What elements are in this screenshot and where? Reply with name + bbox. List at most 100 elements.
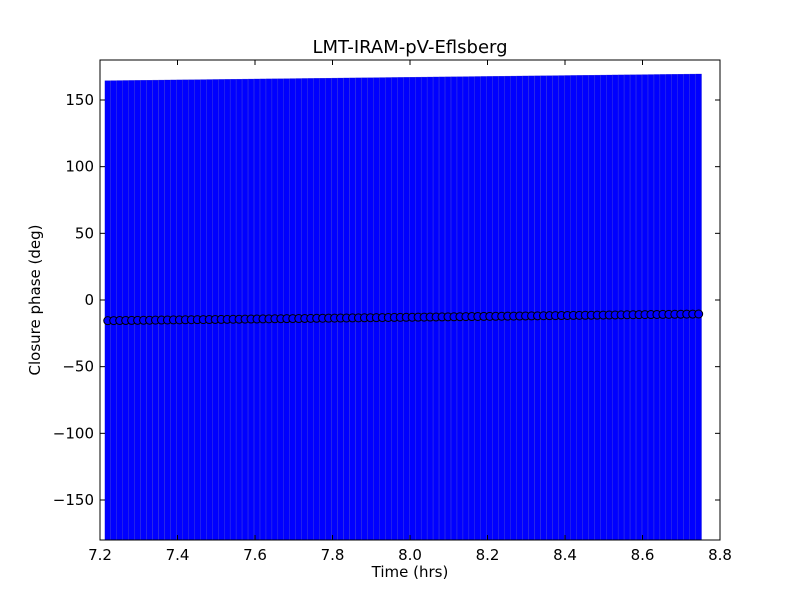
error-bar [385,77,392,541]
plot-area [103,73,704,541]
error-bar [182,79,189,541]
error-bar [146,79,153,541]
y-tick-label: 0 [84,291,94,309]
error-bar [504,75,511,541]
error-bar [110,80,117,541]
y-tick-label: −150 [53,491,94,509]
y-tick-label: 50 [75,224,94,242]
error-bar [283,78,290,541]
error-bar [546,75,553,541]
error-bar [653,74,660,541]
error-bar [421,76,428,541]
error-bar [522,75,529,541]
error-bar [468,76,475,541]
error-bar [629,74,637,541]
error-bar [582,75,589,541]
x-tick-label: 8.4 [553,546,577,564]
error-bar [307,78,314,541]
error-bar [671,74,678,541]
x-tick-label: 8.8 [708,546,732,564]
error-bar [438,76,446,541]
error-bar [247,78,255,541]
error-bar [409,77,416,541]
error-bar [289,78,296,541]
data-point [694,309,704,319]
error-bar [349,77,356,541]
error-bar [122,80,129,541]
x-tick-label: 7.8 [321,546,345,564]
error-bar [218,79,225,541]
error-bar [427,76,434,541]
x-axis-label: Time (hrs) [371,563,449,581]
error-bar [492,76,499,541]
error-bar [313,78,320,541]
error-bar [695,73,702,541]
error-bar [212,79,219,541]
error-bar [295,78,302,541]
error-bar [474,76,481,541]
error-bar [624,74,631,541]
error-bar [552,75,559,541]
error-bar [301,78,308,541]
error-bar [534,75,541,541]
error-bar [665,74,672,541]
error-bar [677,73,684,541]
error-bar [462,76,469,541]
error-bar [134,80,141,541]
error-bar [319,78,326,541]
error-bar [265,78,272,541]
error-bar [236,78,243,541]
error-bar [325,77,332,541]
error-bar [588,75,595,541]
error-bar [594,74,601,541]
error-bar [230,79,237,541]
error-bar [540,75,547,541]
error-bar [140,80,147,541]
error-bar [510,75,517,541]
error-bar [403,77,410,541]
error-bar [564,75,571,541]
error-bar [253,78,261,541]
error-bar [373,77,380,541]
error-bar [683,73,690,541]
error-bar [104,80,111,541]
error-bar [618,74,625,541]
x-tick-label: 7.4 [166,546,190,564]
error-bar [170,79,177,541]
error-bar [659,74,666,541]
error-bar [206,79,213,541]
error-bar [606,74,613,541]
chart-title: LMT-IRAM-pV-Eflsberg [312,37,507,58]
error-bar [188,79,195,541]
error-bar [635,74,643,541]
error-bar [576,75,583,541]
error-bar [433,76,440,541]
y-tick-label: 100 [65,158,94,176]
error-bar [570,75,577,541]
error-bar [647,74,654,541]
error-bar [355,77,362,541]
error-bar [558,75,565,541]
error-bar [456,76,463,541]
error-bar [277,78,284,541]
x-tick-label: 8.2 [476,546,500,564]
error-bar [361,77,368,541]
y-tick-label: −50 [62,358,94,376]
axis-ticks: 7.2 7.4 7.6 7.8 8.0 8.2 8.4 8.6 8.8 150 100 50 0 −50 −… [53,60,732,564]
error-bar [379,77,386,541]
error-bar [343,77,350,541]
error-bar [194,79,201,541]
error-bar [271,78,278,541]
error-bar [128,80,135,541]
error-bar [391,77,398,541]
x-tick-label: 8.6 [631,546,655,564]
error-bar [397,77,404,541]
y-axis-label: Closure phase (deg) [26,225,44,376]
error-bar [337,77,344,541]
error-bar [152,79,159,541]
error-bar [241,78,249,541]
error-bar [200,79,207,541]
error-bar [367,77,374,541]
x-tick-label: 7.2 [88,546,112,564]
